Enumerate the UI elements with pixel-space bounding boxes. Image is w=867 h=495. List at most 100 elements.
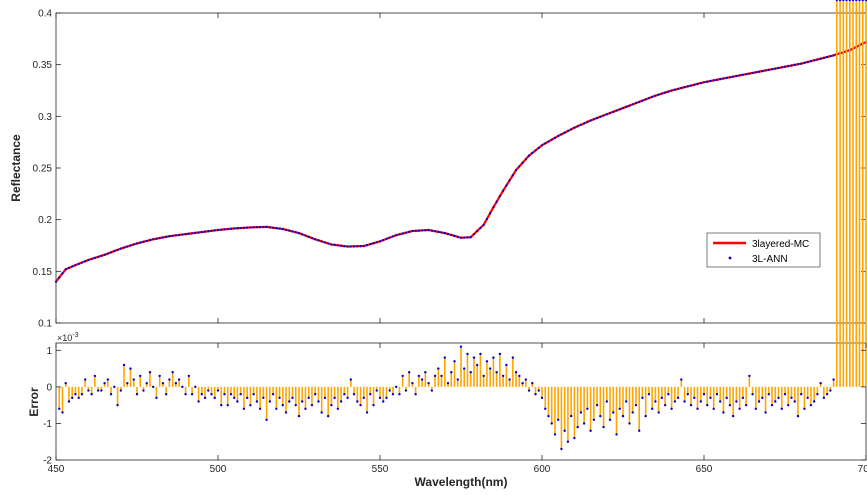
error-point [236,400,239,403]
series-3l-ann-point [106,252,109,255]
error-point [845,0,848,2]
error-point [122,363,126,367]
series-3l-ann-point [359,245,362,248]
error-point [842,0,845,2]
reflectance-y-axis-label: Reflectance [9,134,23,202]
series-3l-ann-point [64,268,67,271]
series-3l-ann-point [129,244,132,247]
error-point [161,382,165,385]
series-3l-ann-point [599,115,602,118]
reflectance-y-tick-label: 0.2 [38,215,52,226]
error-point [848,0,851,2]
series-3l-ann-point [774,67,777,70]
error-point [719,400,722,403]
series-3l-ann-point [168,235,171,238]
error-point [453,360,456,363]
error-point [835,0,839,2]
series-3l-ann-point [388,236,391,239]
series-3l-ann-point [615,109,618,112]
series-3l-ann-point [485,217,489,221]
series-3l-ann-point [592,118,595,121]
series-3l-ann-point [728,76,732,79]
series-3l-ann-point [278,227,281,230]
series-3l-ann-point [722,77,725,80]
series-3l-ann-point [446,232,450,236]
error-point [233,396,236,400]
series-3l-ann-point [84,260,87,263]
error-y-tick-label: -1 [43,419,52,430]
error-point [809,403,813,407]
legend[interactable]: 3layered-MC 3L-ANN [706,232,821,268]
series-3l-ann-point [741,73,744,76]
error-point [323,396,327,400]
error-point [258,407,262,411]
series-3l-ann-point [165,235,168,238]
error-point [139,374,142,378]
series-3l-ann-point [216,228,220,232]
reflectance-plot-frame [55,12,867,324]
error-point [657,411,660,414]
series-3l-ann-point [557,134,560,138]
error-point [634,403,638,407]
series-3l-ann-point [391,235,395,238]
error-point [288,400,291,403]
error-point [511,356,515,359]
series-3l-ann-point [595,116,599,120]
error-point [158,374,161,378]
series-3l-ann-point [796,63,800,66]
error-point [479,352,482,356]
error-scale-label: ×10-3 [57,332,79,343]
error-point [553,433,557,436]
error-point [709,396,712,400]
error-point [615,433,618,436]
series-3l-ann-point [411,229,414,233]
error-point [638,429,641,432]
series-3l-ann-point [647,97,651,100]
error-point [631,411,634,414]
series-3l-ann-point [657,93,660,96]
error-point [790,396,793,400]
error-point [407,371,411,374]
error-point [87,389,90,392]
error-point [77,396,80,400]
series-3l-ann-point [297,232,301,235]
series-3l-ann-point [745,73,748,76]
error-point [566,440,570,443]
error-point [592,418,596,421]
series-3l-ann-point [54,280,58,283]
error-point [375,389,378,392]
error-point [693,396,696,400]
error-point [540,396,544,400]
error-point [203,396,207,400]
error-point [297,414,301,418]
series-3l-ann-point [427,228,430,232]
series-3l-ann-point [327,242,330,245]
error-point [647,392,651,396]
error-point [239,392,242,396]
error-point [314,392,317,396]
series-3l-ann-point [223,228,226,231]
series-3l-ann-point [239,226,242,230]
series-3l-ann-point [333,243,336,246]
series-3l-ann-point [634,102,638,105]
series-3l-ann-point [608,111,612,115]
error-point [476,363,479,367]
error-point [534,392,537,396]
error-point [625,400,628,403]
error-point [395,385,398,389]
error-point [767,392,770,396]
series-3l-ann-point [816,58,819,61]
error-point [446,382,450,385]
error-point [356,400,359,403]
series-3l-ann-point [521,161,524,164]
series-3l-ann-point [275,227,278,230]
series-3l-ann-point [638,100,641,103]
error-point [378,396,382,400]
series-3l-ann-point [213,229,216,232]
error-point [777,396,780,400]
series-3l-ann-point [271,226,275,229]
error-point [741,396,745,400]
error-point [262,396,265,400]
error-point [177,378,181,381]
error-point [618,407,621,411]
